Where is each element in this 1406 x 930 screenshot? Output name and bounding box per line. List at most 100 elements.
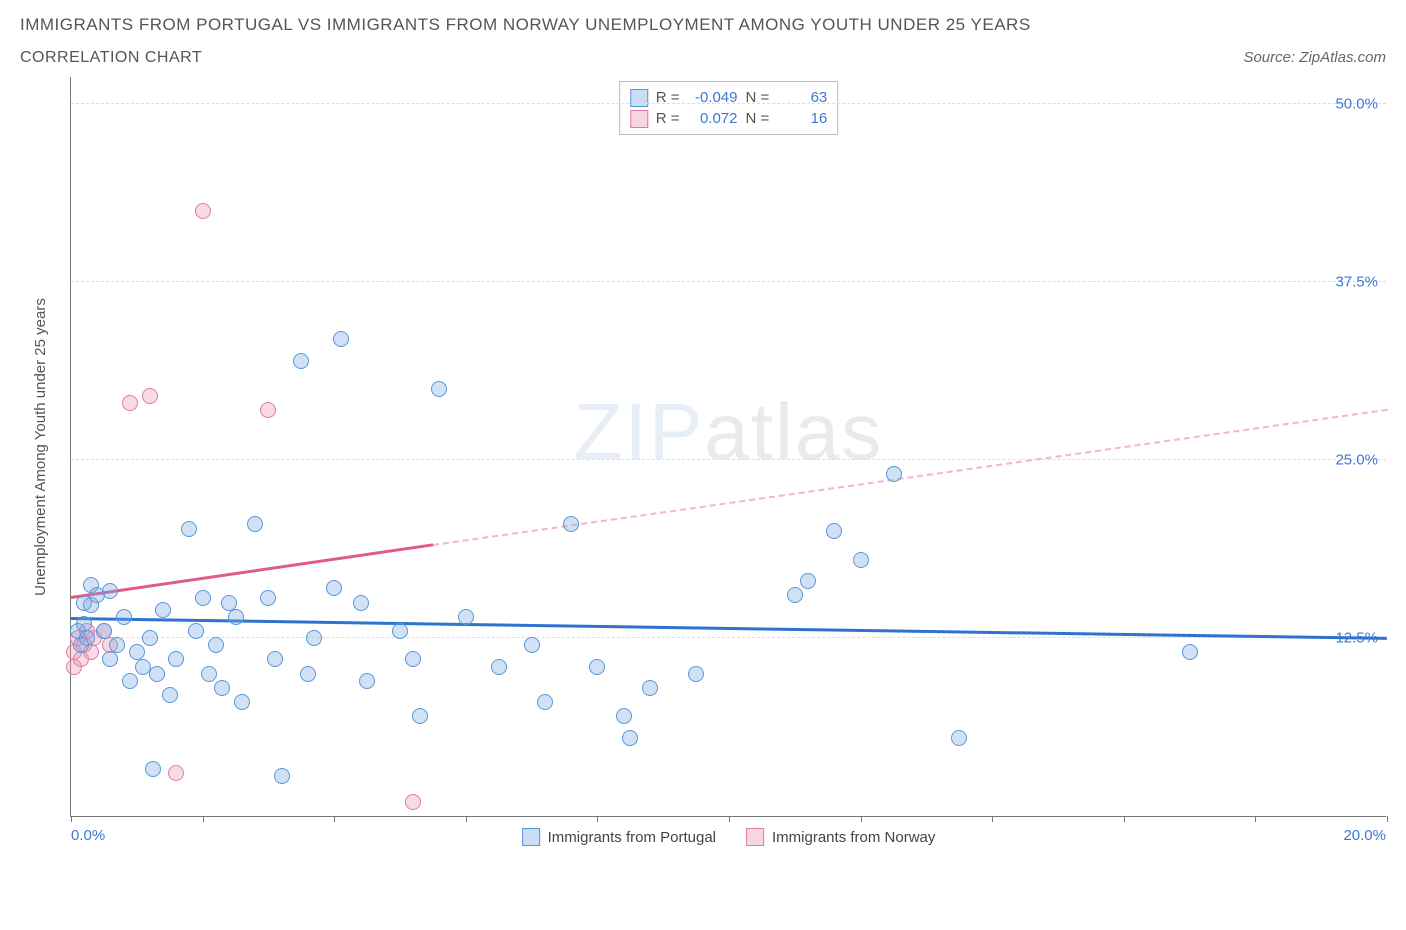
- point-norway: [142, 388, 158, 404]
- point-portugal: [688, 666, 704, 682]
- point-portugal: [228, 609, 244, 625]
- gridline: [71, 459, 1386, 460]
- point-portugal: [1182, 644, 1198, 660]
- y-axis-label: Unemployment Among Youth under 25 years: [32, 298, 49, 596]
- point-portugal: [188, 623, 204, 639]
- point-portugal: [405, 651, 421, 667]
- n-value: 16: [777, 108, 827, 129]
- point-portugal: [208, 637, 224, 653]
- point-portugal: [412, 708, 428, 724]
- point-portugal: [326, 580, 342, 596]
- point-norway: [260, 402, 276, 418]
- r-label: R =: [656, 108, 680, 129]
- point-portugal: [853, 552, 869, 568]
- n-label: N =: [746, 87, 770, 108]
- trend-line: [71, 543, 433, 598]
- legend-label: Immigrants from Portugal: [548, 829, 716, 846]
- point-norway: [195, 203, 211, 219]
- point-portugal: [491, 659, 507, 675]
- point-portugal: [96, 623, 112, 639]
- point-portugal: [537, 694, 553, 710]
- watermark-bold: ZIP: [574, 387, 704, 476]
- source-attribution: Source: ZipAtlas.com: [1243, 49, 1386, 66]
- point-portugal: [102, 651, 118, 667]
- point-portugal: [563, 516, 579, 532]
- point-portugal: [616, 708, 632, 724]
- point-portugal: [181, 521, 197, 537]
- point-norway: [122, 395, 138, 411]
- point-portugal: [826, 523, 842, 539]
- point-portugal: [274, 768, 290, 784]
- x-tick: [71, 816, 72, 822]
- plot-area: ZIPatlas R = -0.049 N = 63 R = 0.072 N =…: [70, 77, 1386, 817]
- r-value: -0.049: [688, 87, 738, 108]
- x-axis-max-label: 20.0%: [1343, 827, 1386, 844]
- y-tick-label: 25.0%: [1327, 452, 1378, 469]
- point-portugal: [642, 680, 658, 696]
- legend-stats-row: R = -0.049 N = 63: [630, 87, 828, 108]
- n-label: N =: [746, 108, 770, 129]
- x-tick: [597, 816, 598, 822]
- point-portugal: [214, 680, 230, 696]
- point-portugal: [392, 623, 408, 639]
- x-tick: [861, 816, 862, 822]
- point-portugal: [122, 673, 138, 689]
- legend-item: Immigrants from Norway: [746, 828, 935, 846]
- point-norway: [405, 794, 421, 810]
- point-portugal: [145, 761, 161, 777]
- legend-item: Immigrants from Portugal: [522, 828, 716, 846]
- swatch-portugal-icon: [522, 828, 540, 846]
- point-portugal: [162, 687, 178, 703]
- point-portugal: [787, 587, 803, 603]
- x-tick: [466, 816, 467, 822]
- x-tick: [729, 816, 730, 822]
- point-portugal: [109, 637, 125, 653]
- point-portugal: [458, 609, 474, 625]
- gridline: [71, 637, 1386, 638]
- point-portugal: [149, 666, 165, 682]
- point-portugal: [353, 595, 369, 611]
- legend-stats-row: R = 0.072 N = 16: [630, 108, 828, 129]
- point-portugal: [267, 651, 283, 667]
- point-portugal: [116, 609, 132, 625]
- point-portugal: [155, 602, 171, 618]
- legend-series: Immigrants from Portugal Immigrants from…: [522, 828, 936, 846]
- legend-label: Immigrants from Norway: [772, 829, 935, 846]
- chart-subtitle: CORRELATION CHART: [20, 49, 202, 67]
- point-portugal: [306, 630, 322, 646]
- subtitle-row: CORRELATION CHART Source: ZipAtlas.com: [20, 49, 1386, 67]
- x-tick: [203, 816, 204, 822]
- y-tick-label: 50.0%: [1327, 96, 1378, 113]
- point-portugal: [260, 590, 276, 606]
- point-portugal: [195, 590, 211, 606]
- x-axis-min-label: 0.0%: [71, 827, 105, 844]
- point-portugal: [247, 516, 263, 532]
- point-portugal: [951, 730, 967, 746]
- gridline: [71, 103, 1386, 104]
- chart-title: IMMIGRANTS FROM PORTUGAL VS IMMIGRANTS F…: [20, 15, 1386, 35]
- point-portugal: [622, 730, 638, 746]
- x-tick: [1124, 816, 1125, 822]
- point-portugal: [201, 666, 217, 682]
- r-value: 0.072: [688, 108, 738, 129]
- y-tick-label: 37.5%: [1327, 274, 1378, 291]
- point-portugal: [800, 573, 816, 589]
- point-portugal: [293, 353, 309, 369]
- point-portugal: [79, 630, 95, 646]
- point-portugal: [142, 630, 158, 646]
- point-portugal: [333, 331, 349, 347]
- point-portugal: [102, 583, 118, 599]
- point-portugal: [234, 694, 250, 710]
- n-value: 63: [777, 87, 827, 108]
- chart-container: Unemployment Among Youth under 25 years …: [20, 77, 1386, 857]
- point-portugal: [359, 673, 375, 689]
- point-portugal: [524, 637, 540, 653]
- x-tick: [334, 816, 335, 822]
- point-portugal: [431, 381, 447, 397]
- point-portugal: [886, 466, 902, 482]
- legend-stats: R = -0.049 N = 63 R = 0.072 N = 16: [619, 81, 839, 135]
- point-portugal: [589, 659, 605, 675]
- x-tick: [1387, 816, 1388, 822]
- x-tick: [992, 816, 993, 822]
- r-label: R =: [656, 87, 680, 108]
